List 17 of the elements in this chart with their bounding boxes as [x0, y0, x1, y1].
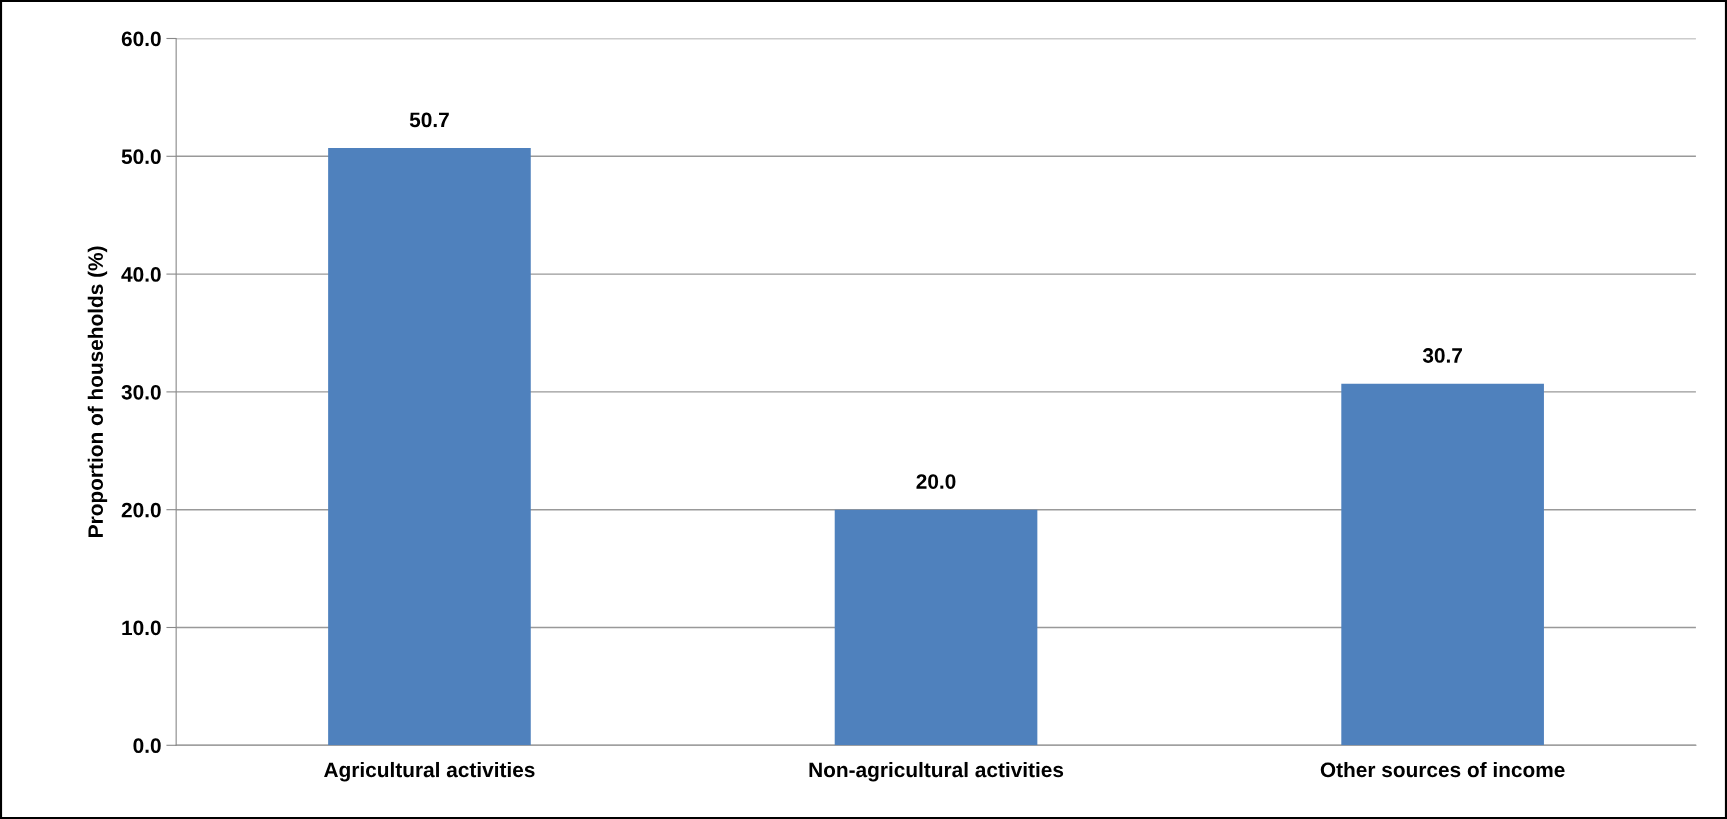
y-tick-label: 40.0: [121, 267, 161, 282]
y-tick-label: 30.0: [121, 384, 161, 400]
y-axis-title: Proportion of households (%): [87, 246, 108, 537]
data-label: 50.7: [409, 112, 449, 128]
x-tick-label: Agricultural activities: [324, 761, 535, 782]
bar: [1341, 383, 1544, 746]
x-tick-label: Other sources of income: [1320, 761, 1565, 778]
y-tick-label: 10.0: [122, 620, 161, 636]
bar: [328, 148, 531, 746]
y-tick-label: 60.0: [121, 31, 161, 47]
x-tick-label: Non-agricultural activities: [809, 761, 1064, 782]
y-tick-label: 50.0: [121, 149, 161, 165]
y-tick-label: 20.0: [121, 502, 161, 518]
y-tick-label: 0.0: [133, 738, 161, 754]
data-label: 30.7: [1422, 348, 1462, 363]
bar: [834, 509, 1038, 746]
data-label: 20.0: [916, 474, 956, 489]
